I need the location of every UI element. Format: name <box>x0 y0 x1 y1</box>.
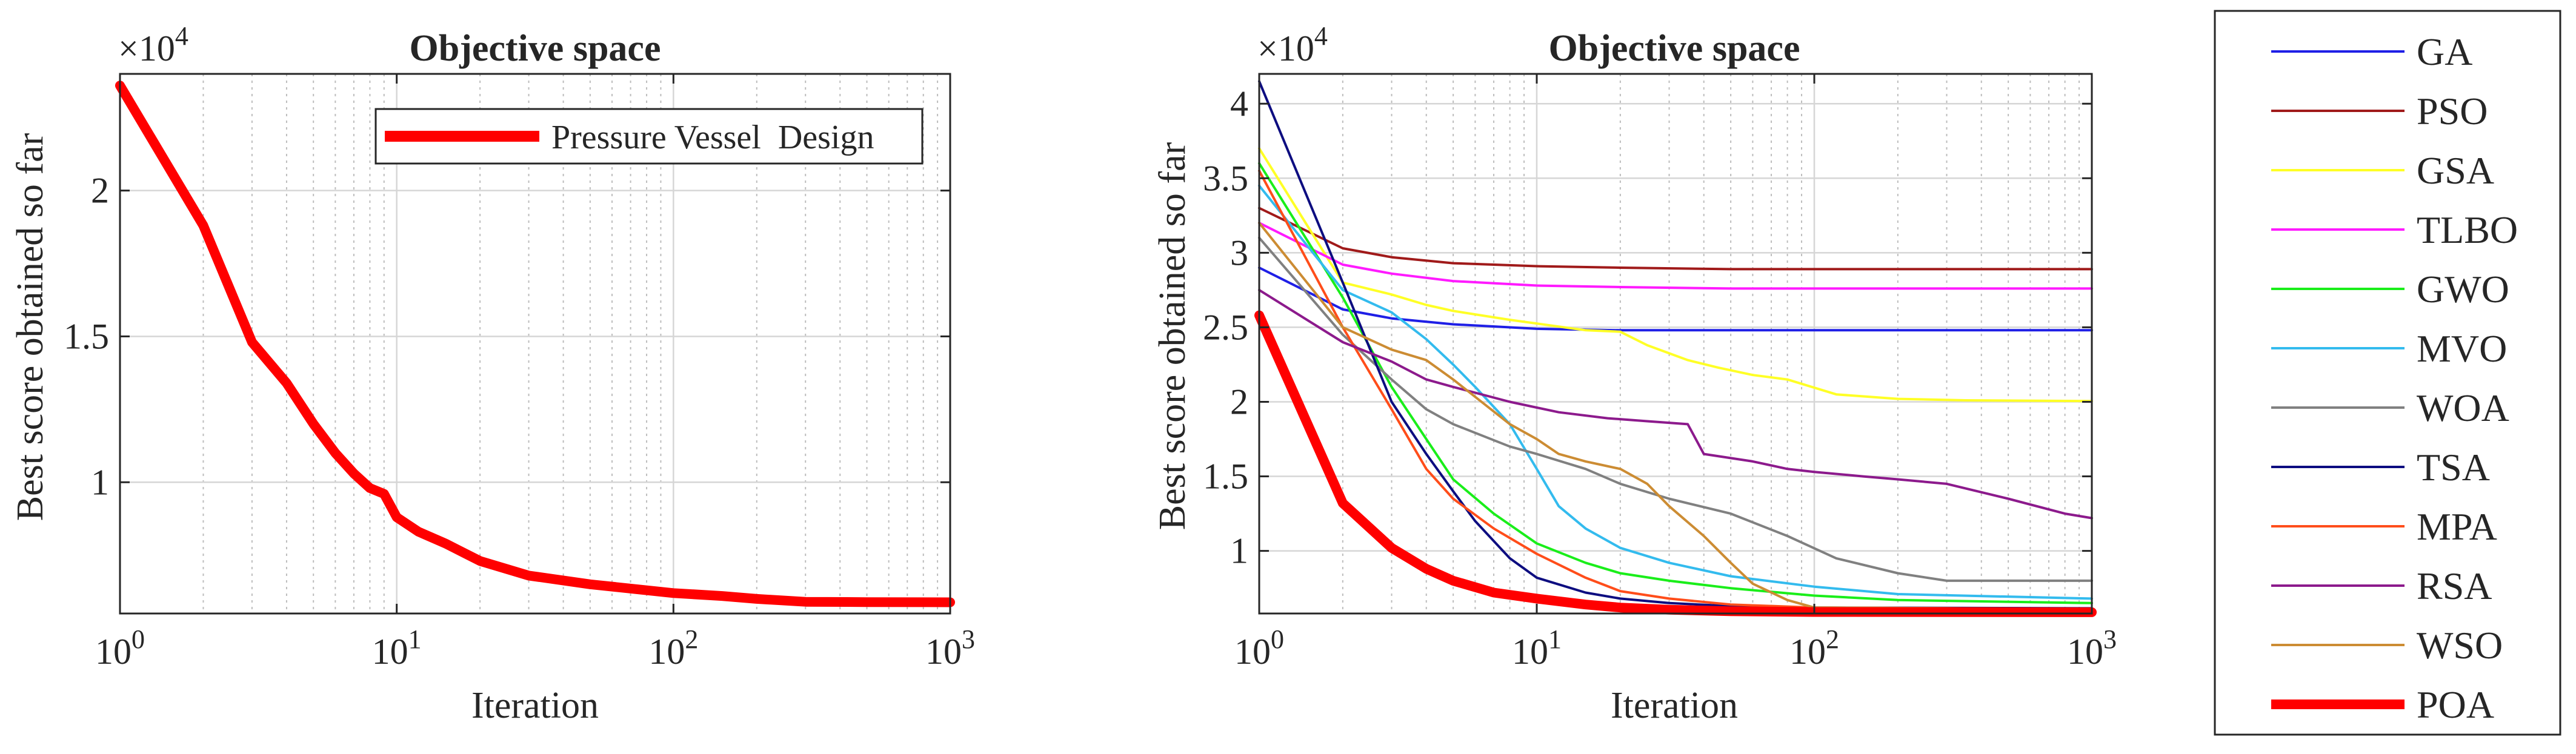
x-tick-label: 100 <box>1234 624 1284 672</box>
y-tick-label: 1 <box>1230 531 1248 571</box>
x-tick-label: 101 <box>372 624 422 672</box>
legend-item-wso: WSO <box>2271 624 2503 667</box>
legend-label-gsa: GSA <box>2417 149 2494 192</box>
right-axes-box <box>1258 73 2093 615</box>
legend-label-pso: PSO <box>2417 90 2488 133</box>
series-line-woa <box>1258 236 2093 582</box>
legend-label-woa: WOA <box>2417 386 2509 429</box>
legend-label-mvo: MVO <box>2417 327 2507 370</box>
legend-item-mpa: MPA <box>2271 505 2497 548</box>
legend-item-woa: WOA <box>2271 386 2509 429</box>
legend-item-mvo: MVO <box>2271 327 2507 370</box>
series-line-gwo <box>1258 162 2093 604</box>
y-tick-label: 4 <box>1230 84 1248 124</box>
right-chart-title: Objective space <box>1549 28 1800 69</box>
left-chart-y-multiplier: ×104 <box>118 21 188 68</box>
legend-item-ga: GA <box>2271 30 2472 73</box>
x-tick-label: 103 <box>2067 624 2117 672</box>
y-tick-label: 2 <box>91 171 109 211</box>
y-tick-label: 3 <box>1230 233 1248 273</box>
legend-item-gsa: GSA <box>2271 149 2494 192</box>
left-chart-legend: Pressure Vessel Design <box>374 108 924 165</box>
series-line-ga <box>1258 266 2093 332</box>
legend-item-rsa: RSA <box>2271 564 2492 607</box>
series-line-pressure-vessel-design <box>115 81 955 607</box>
x-tick-label: 103 <box>925 624 975 672</box>
left-axes-box <box>119 73 951 615</box>
left-chart: Objective space Iteration Best score obt… <box>10 21 975 726</box>
legend-label-ga: GA <box>2417 30 2472 73</box>
legend-label-mpa: MPA <box>2417 505 2497 548</box>
legend-label-rsa: RSA <box>2417 564 2492 607</box>
y-tick-label: 3.5 <box>1203 158 1248 198</box>
legend-label-tlbo: TLBO <box>2417 208 2518 251</box>
right-chart-y-multiplier: ×104 <box>1257 21 1328 68</box>
legend-item-poa: POA <box>2271 683 2494 726</box>
y-tick-label: 2.5 <box>1203 307 1248 347</box>
legend-item-gwo: GWO <box>2271 268 2509 311</box>
series-line-wso <box>1258 222 2093 610</box>
legend-box <box>2214 10 2561 736</box>
series-line-tlbo <box>1258 222 2093 290</box>
right-chart: Objective space Iteration Best score obt… <box>1152 21 2117 726</box>
legend-item-pso: PSO <box>2271 90 2488 133</box>
x-tick-label: 102 <box>648 624 698 672</box>
legend-label-gwo: GWO <box>2417 268 2509 311</box>
y-tick-label: 2 <box>1230 382 1248 422</box>
series-line-tsa <box>1258 80 2093 610</box>
legend-label-wso: WSO <box>2417 624 2503 667</box>
x-tick-label: 101 <box>1512 624 1562 672</box>
y-tick-label: 1.5 <box>64 316 109 356</box>
left-chart-ylabel: Best score obtained so far <box>10 133 51 521</box>
x-tick-label: 102 <box>1789 624 1839 672</box>
series-line-mpa <box>1258 170 2093 610</box>
series-line-poa <box>1254 310 2097 617</box>
right-chart-ylabel: Best score obtained so far <box>1152 142 1193 530</box>
legend-label-tsa: TSA <box>2417 446 2490 489</box>
legend-label-poa: POA <box>2417 683 2494 726</box>
left-chart-title: Objective space <box>410 28 661 69</box>
legend-item-tlbo: TLBO <box>2271 208 2518 251</box>
series-line-pso <box>1258 207 2093 271</box>
left-chart-xlabel: Iteration <box>471 685 599 726</box>
right-chart-legend: GA PSO GSA TLBO GWO MVO WOA TSA MPA RSA WSO POA <box>2214 10 2561 736</box>
right-chart-xlabel: Iteration <box>1611 685 1738 726</box>
x-tick-label: 100 <box>95 624 145 672</box>
series-line-gsa <box>1258 147 2093 403</box>
legend-label-pressure-vessel: Pressure Vessel Design <box>551 119 874 156</box>
series-line-rsa <box>1258 288 2093 520</box>
legend-item-tsa: TSA <box>2271 446 2490 489</box>
series-line-mvo <box>1258 184 2093 600</box>
y-tick-label: 1 <box>91 462 109 502</box>
y-tick-label: 1.5 <box>1203 457 1248 497</box>
